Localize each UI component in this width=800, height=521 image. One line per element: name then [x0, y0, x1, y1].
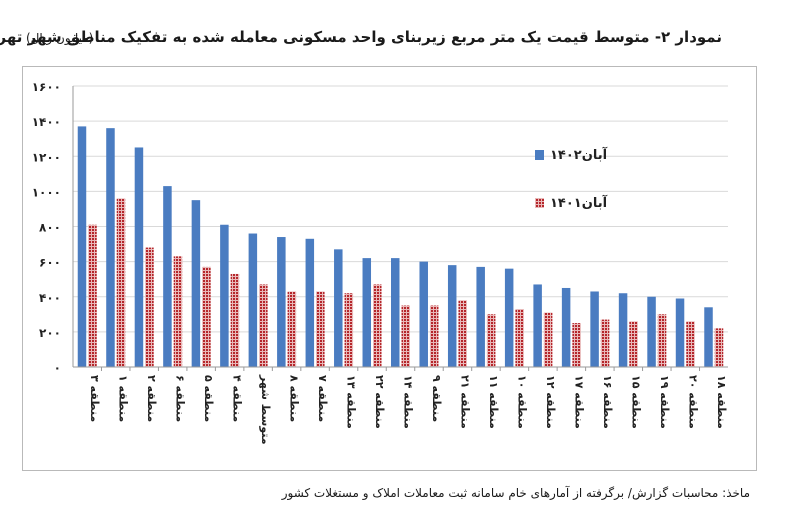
x-tick-label: منطقه ۹ — [430, 375, 443, 422]
x-tick-label: منطقه ۱ — [117, 375, 130, 422]
legend: آبان۱۴۰۲ آبان۱۴۰۱ — [535, 146, 608, 211]
y-tick-label: ۴۰۰ — [39, 291, 61, 305]
chart-title: نمودار ۲- متوسط قیمت یک متر مربع زیربنای… — [0, 28, 722, 46]
y-tick-label: ۱۴۰۰ — [32, 115, 61, 129]
bar-1402 — [447, 265, 457, 367]
bar-1401 — [686, 321, 695, 367]
bar-1402 — [590, 291, 599, 367]
x-axis: منطقه ۳ منطقه ۱ منطقه ۲ منطقه ۶ منطقه ۵ منطقه… — [73, 366, 728, 445]
bar-1401 — [714, 328, 724, 367]
x-tick-label: منطقه ۶ — [174, 375, 187, 422]
y-axis: ۰ ۲۰۰ ۴۰۰ ۶۰۰ ۸۰۰ ۱۰۰۰ ۱۲۰۰ ۱۴۰۰ ۱۶۰۰ — [32, 80, 74, 375]
bar-1402 — [391, 258, 400, 367]
bar-1401 — [259, 284, 268, 367]
y-tick-label: ۱۶۰۰ — [32, 80, 61, 94]
x-tick-label: منطقه ۴ — [231, 375, 244, 422]
bar-1402 — [77, 126, 87, 367]
bar-1402 — [704, 307, 713, 367]
x-tick-label: منطقه ۱۹ — [658, 375, 671, 429]
bars — [77, 126, 724, 367]
bar-1401 — [629, 321, 638, 367]
bar-1402 — [675, 298, 685, 367]
bar-1402 — [191, 200, 201, 367]
bar-1402 — [362, 258, 372, 367]
bar-1401 — [88, 224, 97, 367]
bar-1402 — [305, 238, 315, 367]
bar-1401 — [515, 309, 524, 367]
legend-swatch-1401 — [535, 198, 544, 208]
x-tick-label: منطقه ۱۵ — [629, 375, 642, 429]
bar-1402 — [106, 128, 115, 367]
bar-1401 — [486, 314, 496, 367]
bar-1401 — [344, 293, 354, 367]
x-tick-label: منطقه ۲۱ — [458, 375, 471, 429]
x-tick-label: منطقه ۱۱ — [487, 375, 500, 429]
legend-swatch-1402 — [535, 150, 544, 160]
bar-1401 — [657, 314, 667, 367]
y-tick-label: ۱۰۰۰ — [32, 185, 61, 199]
x-tick-label: منطقه ۲ — [145, 375, 158, 422]
bar-1402 — [334, 249, 343, 367]
x-tick-label: منطقه ۲۲ — [373, 375, 386, 429]
y-tick-label: ۲۰۰ — [39, 326, 61, 340]
bar-1401 — [429, 305, 439, 367]
unit-label: (میلیون ریال) — [26, 31, 94, 45]
bar-1402 — [220, 224, 229, 367]
bar-1401 — [287, 291, 297, 367]
x-tick-label: منطقه ۵ — [202, 375, 215, 422]
x-tick-label: منطقه ۲۰ — [686, 375, 699, 429]
bar-1402 — [618, 293, 628, 367]
x-tick-label: منطقه ۱۳ — [345, 375, 358, 429]
bar-1402 — [533, 284, 542, 367]
x-tick-label: منطقه ۸ — [288, 375, 301, 422]
bar-1401 — [401, 305, 410, 367]
source-note: ماخذ: محاسبات گزارش/ برگرفته از آمارهای … — [281, 486, 750, 500]
x-tick-label: منطقه ۱۷ — [572, 375, 585, 429]
bar-1401 — [230, 273, 240, 367]
y-tick-label: ۰ — [54, 361, 61, 375]
x-tick-label: منطقه ۱۸ — [715, 375, 728, 429]
bar-1401 — [116, 198, 126, 367]
bar-1401 — [600, 319, 610, 367]
y-tick-label: ۶۰۰ — [39, 256, 61, 270]
y-tick-label: ۱۲۰۰ — [32, 150, 61, 164]
legend-label-1401: آبان۱۴۰۱ — [550, 194, 608, 211]
bar-1402 — [419, 261, 428, 367]
bar-1401 — [316, 291, 325, 367]
bar-1402 — [647, 296, 656, 367]
bar-1401 — [373, 284, 382, 367]
chart-frame: ۰ ۲۰۰ ۴۰۰ ۶۰۰ ۸۰۰ ۱۰۰۰ ۱۲۰۰ ۱۴۰۰ ۱۶۰۰ منطقه ۳ منط… — [22, 66, 757, 471]
bar-1402 — [476, 266, 485, 367]
bar-1401 — [458, 300, 467, 367]
x-tick-label: منطقه ۳ — [88, 375, 101, 422]
bar-1402 — [163, 186, 172, 367]
bar-1402 — [561, 287, 571, 367]
bar-1402 — [277, 237, 286, 367]
x-tick-label: منطقه ۱۰ — [515, 375, 528, 429]
x-tick-label: منطقه ۱۶ — [601, 375, 614, 429]
bar-1401 — [543, 312, 553, 367]
x-tick-label: متوسط شهر — [259, 374, 272, 445]
bar-1401 — [145, 247, 154, 367]
bar-1402 — [248, 233, 258, 367]
bar-1402 — [504, 268, 514, 367]
y-tick-label: ۸۰۰ — [39, 221, 61, 235]
bar-1401 — [173, 256, 183, 367]
bar-1402 — [134, 147, 144, 367]
x-tick-label: منطقه ۷ — [316, 375, 329, 422]
legend-label-1402: آبان۱۴۰۲ — [550, 146, 608, 163]
x-tick-label: منطقه ۱۲ — [544, 375, 557, 429]
bar-1401 — [202, 266, 211, 367]
x-tick-label: منطقه ۱۴ — [402, 375, 415, 429]
bar-1401 — [572, 323, 581, 367]
